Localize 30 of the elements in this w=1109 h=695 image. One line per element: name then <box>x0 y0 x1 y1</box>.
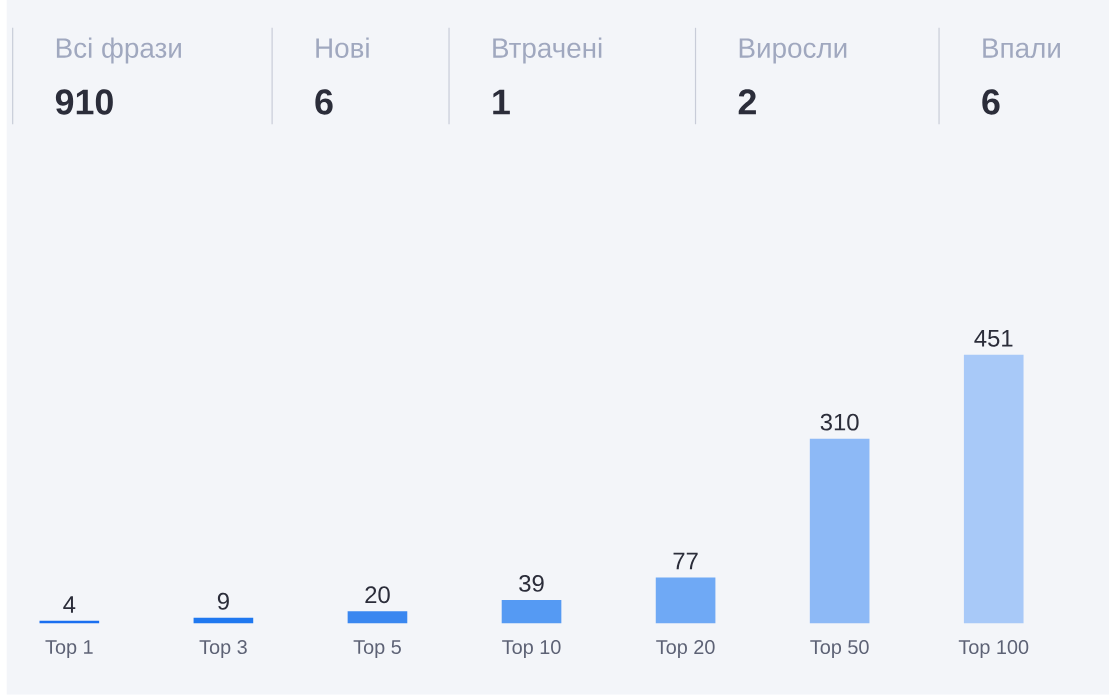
data-label: 6 <box>315 89 333 115</box>
bar <box>809 438 870 624</box>
data-label: 77 <box>673 552 698 570</box>
category-label: Впали <box>983 38 1060 59</box>
category-label: Нові <box>316 37 369 59</box>
x-tick-label: Top 1 <box>45 640 93 659</box>
data-label: 910 <box>55 89 113 115</box>
x-tick-label: Top 10 <box>502 640 561 659</box>
x-tick-label: Top 100 <box>958 640 1029 659</box>
data-label: 9 <box>217 592 229 610</box>
data-label: 4 <box>63 596 76 613</box>
bar <box>501 600 562 624</box>
category-label: Всі фрази <box>56 37 181 64</box>
bar <box>347 611 408 624</box>
x-tick-label: Top 5 <box>353 640 401 659</box>
x-tick-label: Top 3 <box>199 640 247 659</box>
data-label: 310 <box>820 413 859 431</box>
data-label: 2 <box>738 89 756 115</box>
data-label: 6 <box>982 89 1000 115</box>
data-label: 451 <box>974 330 1013 347</box>
x-tick-label: Top 20 <box>656 640 715 659</box>
data-label: 1 <box>493 89 510 115</box>
bar <box>193 617 254 624</box>
data-label: 39 <box>519 575 544 592</box>
bar <box>963 354 1024 624</box>
category-label: Втрачені <box>493 37 602 64</box>
bar <box>655 577 716 624</box>
category-label: Виросли <box>739 38 847 64</box>
x-tick-label: Top 50 <box>810 640 869 659</box>
data-label: 20 <box>365 586 390 604</box>
